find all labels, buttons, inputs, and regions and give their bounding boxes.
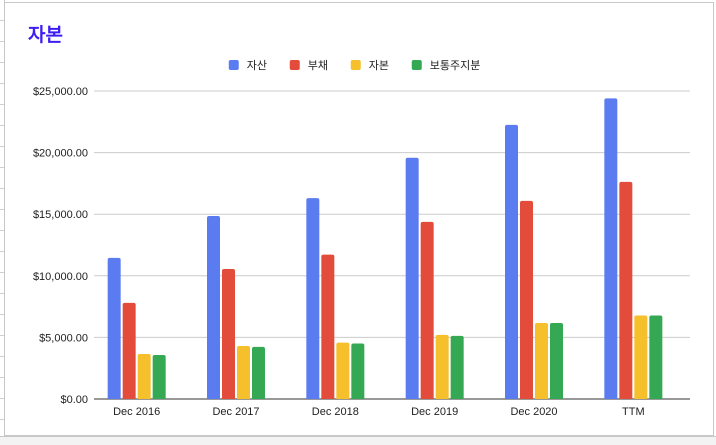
bar-4-2[interactable] [252, 346, 265, 399]
sheet-bottom-edge [0, 436, 716, 445]
bar-2-3[interactable] [321, 254, 335, 399]
y-tick-label: $0.00 [60, 394, 88, 406]
legend-label[interactable]: 보통주지분 [430, 59, 481, 72]
x-tick-label: Dec 2017 [212, 406, 259, 418]
bar-4-6[interactable] [649, 315, 663, 399]
bar-3-1[interactable] [137, 354, 151, 399]
y-axis-ticks: $0.00 $5,000.00 $10,000.00 $15,000.00 $20,00… [33, 86, 88, 406]
legend: 자산 부채 자본 보통주지분 [228, 59, 481, 72]
x-tick-label: TTM [622, 406, 645, 418]
bars [107, 98, 663, 399]
bar-4-4[interactable] [450, 335, 464, 399]
bar-3-6[interactable] [634, 315, 648, 399]
legend-label[interactable]: 부채 [308, 59, 328, 72]
y-tick-label: $10,000.00 [33, 271, 88, 283]
bar-1-6[interactable] [604, 98, 618, 399]
bar-2-2[interactable] [222, 269, 235, 399]
bar-4-1[interactable] [152, 355, 166, 399]
legend-swatch [411, 60, 422, 70]
bar-1-4[interactable] [405, 157, 419, 399]
gridlines [94, 90, 690, 400]
legend-swatch [289, 60, 300, 70]
x-tick-label: Dec 2018 [312, 406, 359, 418]
y-tick-label: $5,000.00 [39, 332, 88, 344]
y-tick-label: $15,000.00 [33, 209, 88, 221]
legend-label[interactable]: 자산 [247, 59, 267, 72]
bar-2-6[interactable] [619, 181, 633, 399]
bar-1-3[interactable] [306, 198, 320, 399]
bar-1-5[interactable] [505, 124, 518, 399]
bar-4-5[interactable] [550, 322, 563, 399]
x-tick-label: Dec 2020 [510, 406, 557, 418]
legend-swatch [350, 60, 361, 70]
bar-2-1[interactable] [122, 302, 136, 399]
bar-2-5[interactable] [520, 200, 533, 399]
x-tick-label: Dec 2016 [113, 406, 160, 418]
legend-label[interactable]: 자본 [369, 59, 389, 72]
bar-3-3[interactable] [336, 342, 350, 399]
y-tick-label: $20,000.00 [33, 148, 88, 160]
legend-swatch [228, 60, 239, 70]
bar-2-4[interactable] [420, 221, 434, 399]
bar-1-1[interactable] [107, 257, 121, 399]
bar-3-2[interactable] [237, 346, 250, 399]
y-tick-label: $25,000.00 [33, 86, 88, 98]
chart-title: 자본 [28, 24, 63, 46]
bar-4-3[interactable] [351, 343, 365, 399]
bar-1-2[interactable] [207, 216, 220, 399]
bar-3-4[interactable] [435, 334, 449, 399]
x-tick-label: Dec 2019 [411, 406, 458, 418]
x-axis-ticks: Dec 2016 Dec 2017 Dec 2018 Dec 2019 Dec 2020… [113, 406, 645, 418]
bar-3-5[interactable] [535, 322, 548, 399]
